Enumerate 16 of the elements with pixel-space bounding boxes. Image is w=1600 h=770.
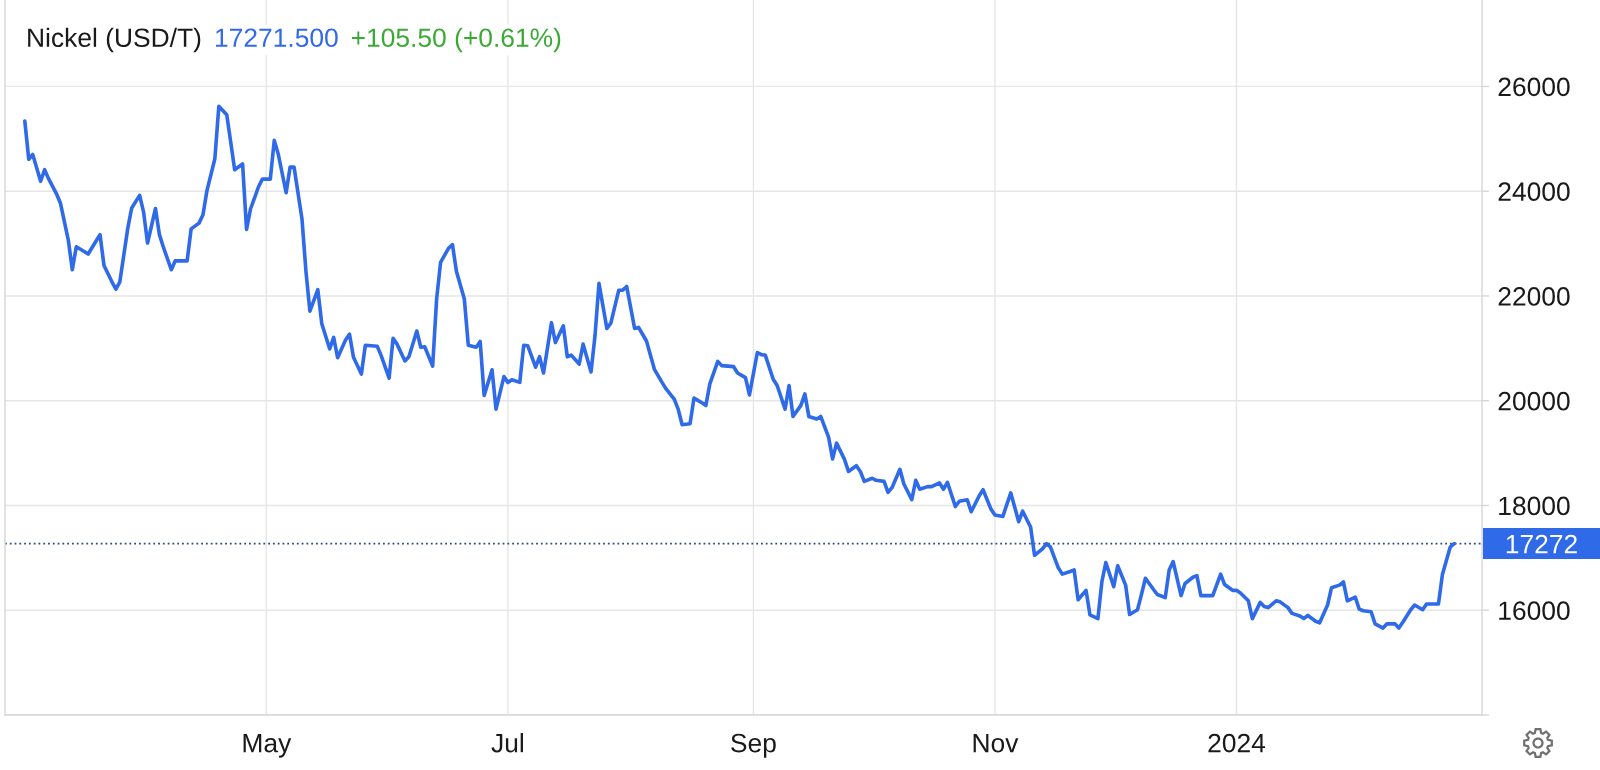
annotation: 17271.500 [216, 28, 338, 48]
ref-line-label: 17272 [1506, 534, 1577, 554]
x-tick-label: Sep [731, 733, 776, 758]
y-tick-label: 24000 [1498, 182, 1570, 202]
y-tick-label: 26000 [1498, 77, 1570, 97]
y-tick-label: 22000 [1498, 287, 1570, 306]
x-tick-label: 2024 [1208, 733, 1266, 753]
line-series [22, 104, 1457, 630]
x-tick-label: Nov [973, 734, 1019, 753]
y-tick-label: 20000 [1498, 391, 1570, 411]
annotation: +105.50 (+0.61%) [351, 27, 561, 53]
text: Nickel (USD/T) [28, 27, 201, 53]
y-tick-label: 16000 [1499, 601, 1570, 621]
x-tick-label: Jul [491, 733, 523, 753]
y-tick-label: 18000 [1499, 496, 1570, 516]
x-tick-label: May [243, 734, 292, 758]
